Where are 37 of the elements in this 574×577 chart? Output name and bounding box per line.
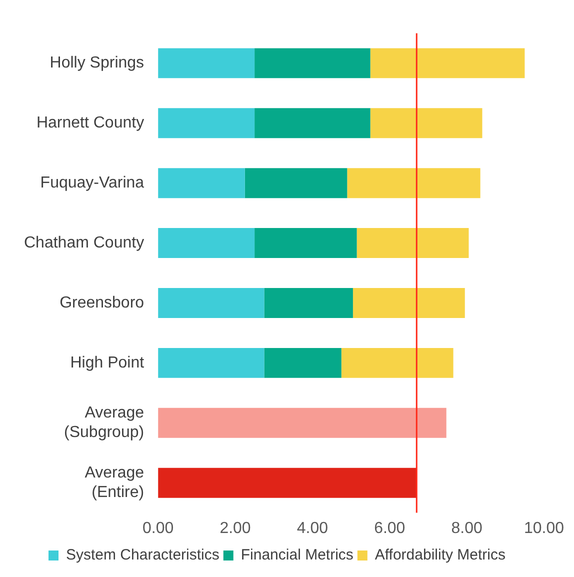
y-tick-label: Chatham County <box>24 234 144 252</box>
bar <box>254 108 370 138</box>
bar <box>254 228 357 258</box>
bar <box>370 48 525 78</box>
bar <box>158 408 446 438</box>
bar <box>370 108 482 138</box>
bar <box>158 348 264 378</box>
bar <box>244 168 348 198</box>
bar <box>352 288 465 318</box>
bar <box>158 48 255 78</box>
bar <box>347 168 480 198</box>
x-tick-label: 8.00 <box>451 520 482 537</box>
y-tick-label: Harnett County <box>36 114 144 132</box>
bar <box>158 288 264 318</box>
bar <box>158 468 417 498</box>
x-tick-label: 6.00 <box>374 520 406 537</box>
bar <box>158 168 245 198</box>
x-tick-label: 2.00 <box>220 520 251 537</box>
bar <box>264 348 342 378</box>
y-tick-label: Greensboro <box>60 294 144 312</box>
y-tick-label: Average (Entire) <box>84 464 144 501</box>
bar <box>158 108 255 138</box>
bar <box>158 228 255 258</box>
legend-label: Affordability Metrics <box>374 546 506 564</box>
y-tick-label: Fuquay-Varina <box>40 174 144 192</box>
legend-label: System Characteristics <box>66 546 220 564</box>
y-tick-label: Average (Subgroup) <box>64 404 144 441</box>
bar <box>356 228 469 258</box>
y-tick-label: High Point <box>70 354 145 372</box>
bar <box>264 288 353 318</box>
legend-label: Financial Metrics <box>240 546 354 564</box>
x-tick-label: 10.00 <box>524 520 564 537</box>
x-tick-label: 4.00 <box>296 520 328 537</box>
bar <box>254 48 370 78</box>
x-tick-label: 0.00 <box>142 520 174 537</box>
bar <box>341 348 454 378</box>
y-tick-label: Holly Springs <box>50 54 144 72</box>
